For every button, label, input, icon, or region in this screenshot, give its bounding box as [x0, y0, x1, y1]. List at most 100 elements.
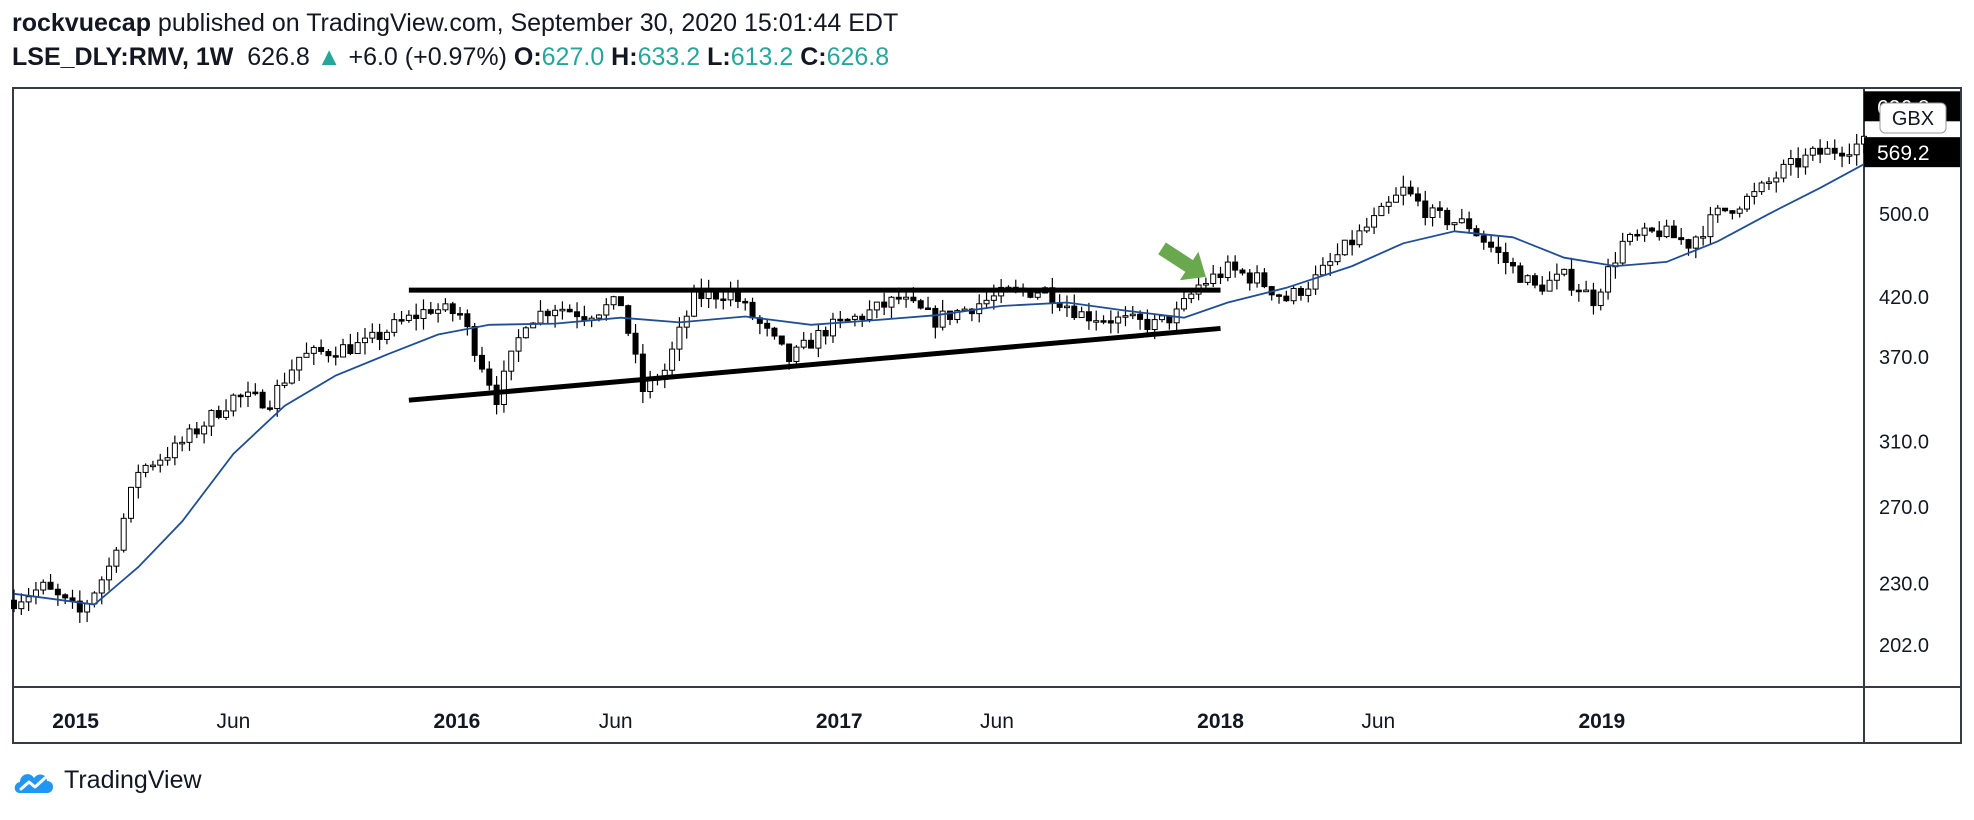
candle-body — [1714, 207, 1721, 216]
price-label-text: 569.2 — [1877, 142, 1930, 165]
candle-body — [361, 337, 368, 344]
candle — [1729, 209, 1736, 220]
candle — [1466, 211, 1473, 234]
candle-body — [1495, 246, 1502, 254]
candle-body — [625, 305, 632, 334]
candle — [1422, 190, 1429, 226]
candle — [1115, 311, 1122, 334]
open-label: O: — [513, 43, 542, 71]
chart-frame — [12, 87, 1962, 744]
candle — [815, 323, 822, 358]
candle — [639, 344, 646, 404]
candle-body — [1202, 282, 1209, 286]
candle-body — [1663, 225, 1670, 238]
candle-body — [369, 331, 376, 339]
candle — [391, 313, 398, 337]
candle — [771, 326, 778, 340]
candle-body — [449, 303, 456, 315]
candle — [1319, 257, 1326, 277]
candle-body — [193, 428, 200, 435]
candle — [1217, 266, 1224, 285]
candle-body — [1180, 298, 1187, 310]
tradingview-logo[interactable]: TradingView — [12, 766, 202, 795]
candle-body — [40, 581, 47, 591]
candle-body — [391, 319, 398, 333]
candle — [983, 292, 990, 309]
candle-body — [1531, 275, 1538, 286]
candle — [1824, 141, 1831, 155]
candle-body — [837, 318, 844, 322]
candle — [449, 301, 456, 322]
low-value: 613.2 — [730, 43, 794, 71]
support-line — [408, 325, 1221, 403]
candle — [844, 318, 851, 322]
candle — [1107, 310, 1114, 334]
candle-body — [1773, 177, 1780, 183]
candle — [1692, 235, 1699, 259]
candle-body — [946, 310, 953, 320]
candle-body — [149, 464, 156, 468]
candle — [1619, 232, 1626, 265]
candle-body — [932, 307, 939, 328]
candle-body — [25, 596, 32, 603]
candle-body — [179, 441, 186, 445]
candle-body — [610, 296, 617, 306]
candle — [1378, 202, 1385, 217]
candle — [164, 447, 171, 466]
candle-body — [1385, 201, 1392, 207]
candle — [508, 350, 515, 381]
candle-body — [318, 346, 325, 352]
candle — [486, 361, 493, 391]
candle — [1648, 226, 1655, 234]
candle — [1436, 201, 1443, 218]
candle-body — [515, 337, 522, 352]
y-tick-label: 370.0 — [1879, 347, 1929, 369]
candle — [1078, 306, 1085, 319]
candle — [1553, 263, 1560, 290]
author-name[interactable]: rockvuecap — [12, 9, 151, 37]
candle — [1224, 255, 1231, 282]
candle-body — [1371, 215, 1378, 228]
candle-body — [106, 565, 113, 581]
candle-body — [1129, 313, 1136, 317]
candle — [1714, 204, 1721, 223]
candle — [1795, 147, 1802, 179]
x-tick-label: 2019 — [1578, 710, 1625, 733]
candle-body — [1670, 225, 1677, 239]
candle-body — [1480, 235, 1487, 243]
candle — [223, 399, 230, 421]
candle-body — [1363, 226, 1370, 232]
tradingview-brand: TradingView — [64, 766, 202, 794]
candle-body — [990, 295, 997, 301]
candle — [625, 304, 632, 337]
candle — [1853, 133, 1860, 166]
candle-body — [442, 303, 449, 311]
candle-body — [844, 318, 851, 322]
candle — [18, 593, 25, 616]
candle-body — [1451, 222, 1458, 226]
candle-body — [822, 330, 829, 337]
candle — [62, 593, 69, 605]
candle-body — [793, 346, 800, 362]
candle — [1568, 257, 1575, 296]
candle — [186, 424, 193, 451]
candle-body — [171, 442, 178, 459]
y-tick-label: 420.0 — [1879, 287, 1929, 309]
candle-body — [829, 318, 836, 337]
candle-body — [742, 300, 749, 304]
candle — [1137, 310, 1144, 330]
candle — [215, 405, 222, 420]
candle — [559, 301, 566, 320]
candle-body — [398, 319, 405, 322]
candle-body — [347, 344, 354, 355]
candle — [1371, 207, 1378, 235]
publish-info: rockvuecap published on TradingView.com,… — [12, 8, 898, 38]
candle-body — [1787, 158, 1794, 165]
candle-body — [1853, 143, 1860, 156]
candle — [1488, 235, 1495, 253]
candle — [1210, 265, 1217, 288]
candle — [1334, 243, 1341, 266]
candle — [405, 310, 412, 323]
candle-body — [1597, 291, 1604, 307]
